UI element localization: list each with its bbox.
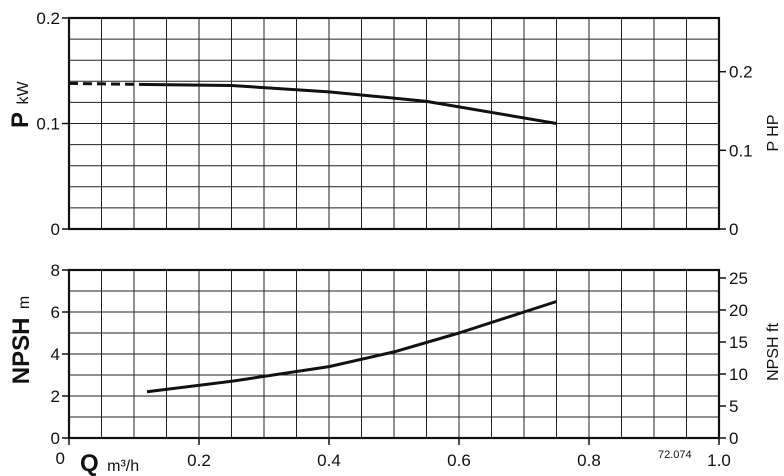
y2-tick-label: 15 [729, 333, 748, 352]
series-line [68, 81, 148, 86]
power-grid [69, 18, 719, 229]
y-tick-label: 4 [51, 345, 60, 364]
x-label-symbol: Q [80, 450, 99, 476]
npsh-y2-ticks: 0 5 10 15 20 25 [719, 269, 748, 448]
x-tick-label: 0.2 [187, 451, 211, 470]
y-tick-label: 6 [51, 303, 60, 322]
npsh-label-unit: m [16, 296, 33, 309]
y-tick-label: 0 [51, 220, 60, 239]
power-panel: 0 0.1 0.2 0 0.1 0.2 P kW P HP [7, 9, 782, 239]
y2-tick-label: 20 [729, 301, 748, 320]
power-series [68, 81, 557, 125]
y2-tick-label: 0.2 [729, 63, 753, 82]
figure-code: 72.074 [658, 449, 692, 461]
y-tick-label: 8 [51, 261, 60, 280]
y-tick-label: 0.1 [36, 115, 60, 134]
npsh-series [146, 300, 557, 394]
series-line [146, 82, 557, 125]
y2-tick-label: 0 [729, 220, 738, 239]
y-tick-label: 0.2 [36, 9, 60, 28]
power-right-axis-label: P HP [765, 114, 782, 151]
x-axis-label: Q m³/h [80, 450, 139, 476]
x-tick-label: 0.4 [317, 451, 341, 470]
x-tick-label: 0.8 [577, 451, 601, 470]
y2-tick-label: 25 [729, 269, 748, 288]
y2-tick-label: 0.1 [729, 141, 753, 160]
npsh-label-symbol: NPSH [8, 318, 35, 385]
y2-tick-label: 10 [729, 365, 748, 384]
npsh-right-axis-label: NPSH ft [765, 323, 782, 381]
npsh-panel: 0 2 4 6 8 0 5 10 15 20 25 0 0.2 0.4 0.6 0.8 1.0 NPSH m… [8, 261, 782, 476]
power-label-symbol: P [7, 112, 34, 128]
x-label-unit: m³/h [107, 458, 139, 475]
y2-tick-label: 0 [729, 429, 738, 448]
x-tick-label: 0.6 [447, 451, 471, 470]
x-tick-label: 0 [56, 449, 65, 468]
x-tick-label: 1.0 [707, 451, 731, 470]
npsh-axis-label: NPSH m [8, 296, 35, 384]
npsh-y-ticks: 0 2 4 6 8 [51, 261, 69, 448]
power-y-ticks: 0 0.1 0.2 [36, 9, 69, 239]
y2-tick-label: 5 [729, 397, 738, 416]
y-tick-label: 0 [51, 429, 60, 448]
npsh-grid [69, 270, 719, 438]
power-label-unit: kW [15, 81, 32, 105]
series-line [146, 300, 557, 394]
power-axis-label: P kW [7, 81, 34, 128]
power-y2-ticks: 0 0.1 0.2 [719, 63, 753, 239]
x-ticks: 0 0.2 0.4 0.6 0.8 1.0 [56, 438, 731, 470]
y-tick-label: 2 [51, 387, 60, 406]
